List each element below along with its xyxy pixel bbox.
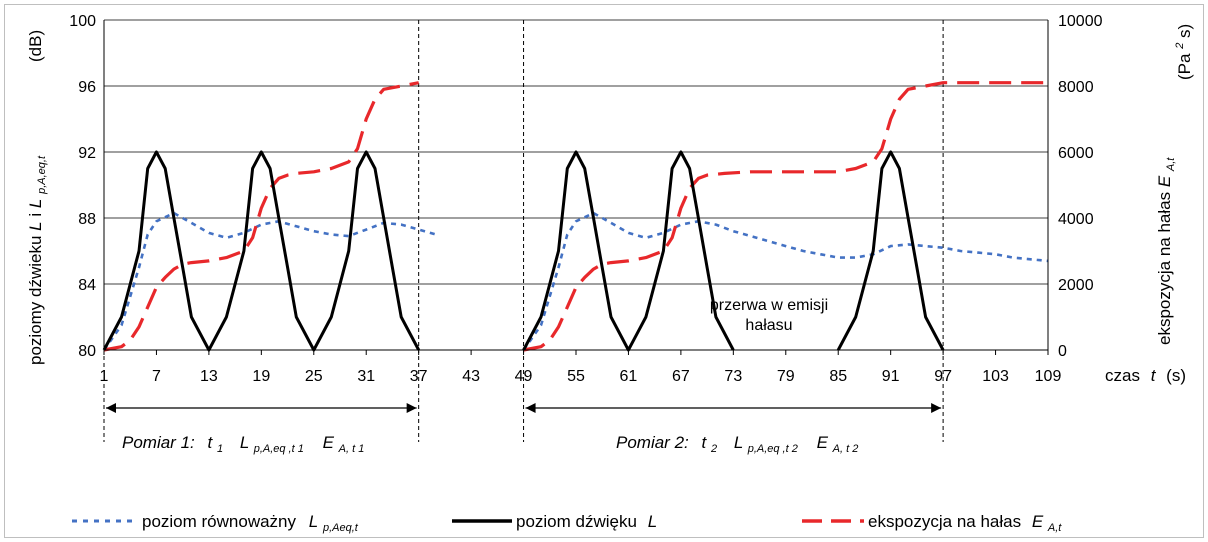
y-right-tick-10000: 10000 (1058, 13, 1103, 30)
legend-equivalent-var: L (309, 512, 318, 531)
legend: poziom równoważny L p,Aeq,t poziom dźwię… (72, 512, 1062, 534)
y-left-label-Lsub: L (26, 199, 45, 208)
x-tick-91: 91 (882, 368, 900, 385)
measurement-1-L-sub: p,A,eq ,t 1 (253, 443, 304, 455)
measurement-2-t: t (701, 433, 707, 452)
measurement-2-prefix: Pomiar 2: (616, 433, 689, 452)
measurement-2-L-sub: p,A,eq ,t 2 (747, 443, 798, 455)
annotation-line-1: przerwa w emisji (710, 297, 828, 314)
x-tick-19: 19 (252, 368, 270, 385)
measurement-1-t: t (207, 433, 213, 452)
measurement-boundaries (103, 20, 944, 442)
series-dotted-3 (102, 211, 437, 351)
y-right-label-E: E (1155, 175, 1174, 187)
y-right-label: ekspozycja na hałas E A,t (1155, 157, 1177, 345)
x-tick-31: 31 (357, 368, 375, 385)
measurement-1-prefix: Pomiar 1: (122, 433, 195, 452)
series-dotted-4 (522, 211, 1049, 351)
x-tick-61: 61 (620, 368, 638, 385)
y-right-label-E-sub: A,t (1165, 157, 1177, 172)
y-left-label: poziomy dźwieku L i L p,A,eq,t (26, 155, 48, 365)
annotation-line-2: hałasu (745, 317, 792, 334)
y-left-tick-96: 96 (78, 79, 96, 96)
y-right-unit: (Pa 2 s) (1168, 24, 1194, 80)
y-right-tick-4000: 4000 (1058, 211, 1094, 228)
x-tick-25: 25 (305, 368, 323, 385)
legend-label-exposure: ekspozycja na hałas E A,t (868, 512, 1062, 534)
y-left-tick-88: 88 (78, 211, 96, 228)
x-tick-37: 37 (410, 368, 428, 385)
y-left-tick-84: 84 (78, 277, 96, 294)
y-left-label-Lsub-sub: p,A,eq,t (36, 155, 48, 195)
measurement-2-arrowhead-right (931, 403, 942, 413)
measurement-1-E-sub: A, t 1 (338, 443, 365, 455)
x-tick-49: 49 (515, 368, 533, 385)
measurement-1-L: L (240, 433, 249, 452)
legend-sound-text: poziom dźwięku (516, 512, 637, 531)
x-tick-7: 7 (152, 368, 161, 385)
x-axis-label-var: t (1151, 366, 1157, 385)
legend-equivalent-text: poziom równoważny (142, 512, 297, 531)
legend-exposure-text: ekspozycja na hałas (868, 512, 1021, 531)
y-left-unit: (dB) (26, 30, 45, 62)
axes (103, 20, 1049, 355)
x-tick-73: 73 (724, 368, 742, 385)
series-group (102, 81, 1049, 352)
series-solid-0 (102, 150, 421, 352)
measurement-1-label: Pomiar 1: t 1 L p,A,eq ,t 1 E A, t 1 (122, 433, 364, 456)
y-right-label-main: ekspozycja na hałas (1155, 192, 1174, 345)
legend-sound-var: L (648, 512, 657, 531)
measurement-1-arrowhead-right (406, 403, 417, 413)
x-tick-67: 67 (672, 368, 690, 385)
y-left-label-main: poziomy dźwieku (26, 236, 45, 365)
series-solid-2 (836, 150, 945, 351)
measurement-2-E-sub: A, t 2 (832, 443, 859, 455)
x-tick-109: 109 (1035, 368, 1062, 385)
x-axis-label: czas t (s) (1105, 366, 1186, 385)
measurement-arrows (106, 403, 942, 413)
measurement-1-E: E (323, 433, 335, 452)
x-axis-label-unit: (s) (1166, 366, 1186, 385)
series-dashed-5 (103, 81, 419, 352)
measurement-2-label: Pomiar 2: t 2 L p,A,eq ,t 2 E A, t 2 (616, 433, 858, 456)
x-tick-43: 43 (462, 368, 480, 385)
y-right-tick-6000: 6000 (1058, 145, 1094, 162)
y-right-tick-2000: 2000 (1058, 277, 1094, 294)
legend-equivalent-var-sub: p,Aeq,t (322, 522, 359, 534)
y-right-unit-sup: 2 (1174, 43, 1186, 50)
x-tick-85: 85 (829, 368, 847, 385)
y-left-label-i: i (26, 213, 45, 217)
x-tick-1: 1 (100, 368, 109, 385)
series-dashed-6 (523, 81, 1048, 352)
legend-exposure-var-sub: A,t (1047, 522, 1062, 534)
y-left-tick-92: 92 (78, 145, 96, 162)
measurement-2-t-sub: 2 (710, 443, 717, 455)
measurement-1-t-sub: 1 (217, 443, 223, 455)
legend-label-equivalent: poziom równoważny L p,Aeq,t (142, 512, 359, 534)
y-right-unit-post: s) (1175, 24, 1194, 38)
x-axis-label-prefix: czas (1105, 366, 1140, 385)
tick-labels: 80 84 88 92 96 100 0 2000 4000 6000 8000 10000 1 7 13 1… (69, 13, 1102, 385)
measurement-1-arrowhead-left (106, 403, 116, 413)
y-left-tick-80: 80 (78, 343, 96, 360)
x-tick-103: 103 (982, 368, 1009, 385)
y-left-tick-100: 100 (69, 13, 96, 30)
legend-label-sound: poziom dźwięku L (516, 512, 657, 531)
y-left-label-L: L (26, 221, 45, 230)
y-right-unit-pre: (Pa (1175, 53, 1194, 80)
x-tick-97: 97 (934, 368, 952, 385)
y-right-tick-8000: 8000 (1058, 79, 1094, 96)
x-tick-55: 55 (567, 368, 585, 385)
y-right-tick-0: 0 (1058, 343, 1067, 360)
x-tick-13: 13 (200, 368, 218, 385)
measurement-2-E: E (817, 433, 829, 452)
legend-exposure-var: E (1032, 512, 1044, 531)
measurement-2-arrowhead-left (525, 403, 536, 413)
x-tick-79: 79 (777, 368, 795, 385)
measurement-2-L: L (734, 433, 743, 452)
